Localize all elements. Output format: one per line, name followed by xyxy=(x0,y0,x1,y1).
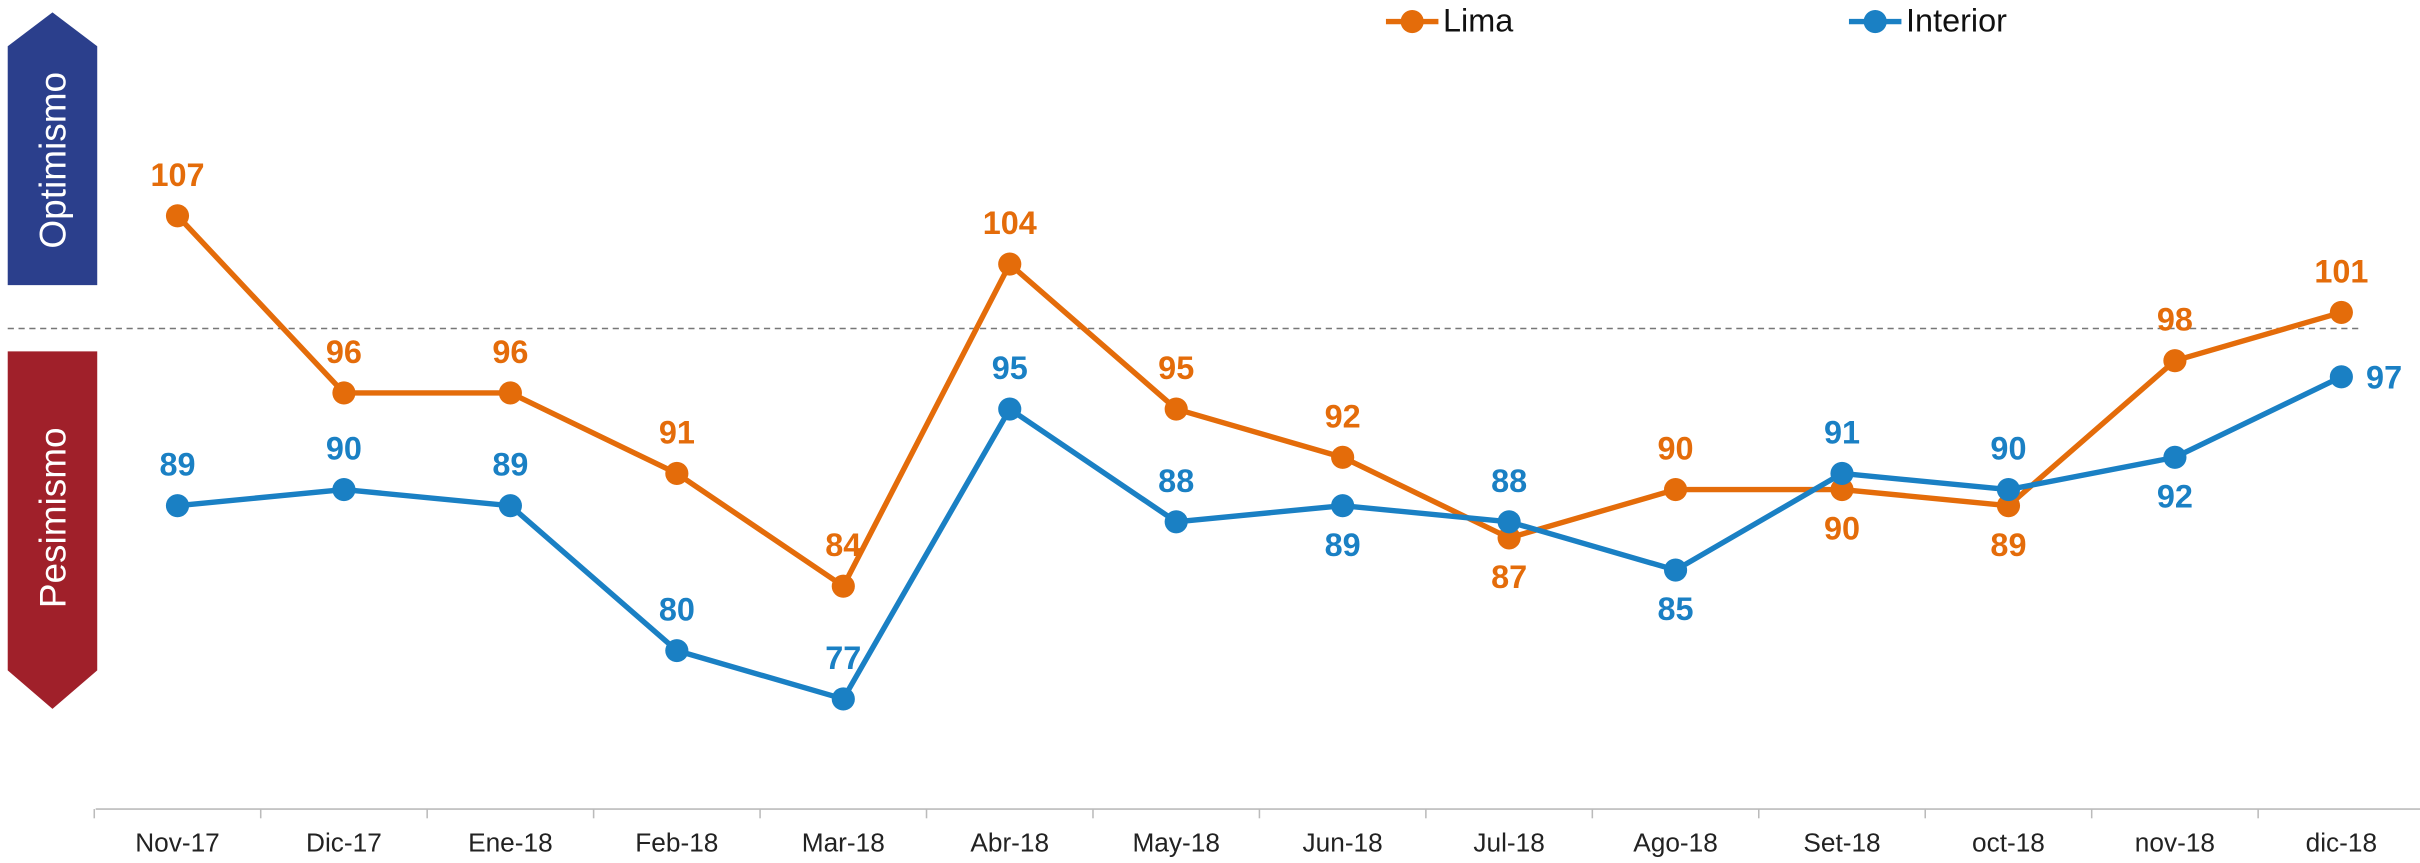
legend-marker xyxy=(1400,10,1424,34)
point xyxy=(1164,397,1188,421)
data-label: 89 xyxy=(159,447,195,483)
point xyxy=(1830,461,1854,486)
point xyxy=(1996,494,2021,518)
point xyxy=(498,494,522,518)
x-tick-label: oct-18 xyxy=(1972,827,2045,857)
point xyxy=(498,381,522,405)
data-label: 107 xyxy=(150,157,204,193)
pessimism-label: Pesimismo xyxy=(31,427,73,608)
point xyxy=(165,204,190,228)
legend-marker xyxy=(1863,10,1887,34)
data-label: 101 xyxy=(2314,253,2368,289)
x-tick-label: Nov-17 xyxy=(135,827,220,857)
data-label: 90 xyxy=(1824,511,1860,547)
data-label: 84 xyxy=(825,527,861,563)
x-tick-label: dic-18 xyxy=(2306,827,2377,857)
point xyxy=(1663,558,1688,582)
data-label: 88 xyxy=(1491,463,1527,499)
point xyxy=(332,381,356,405)
point xyxy=(2163,445,2187,469)
point xyxy=(332,478,356,502)
data-label: 89 xyxy=(492,447,528,483)
data-label: 87 xyxy=(1491,559,1527,595)
x-tick-label: Jun-18 xyxy=(1303,827,1383,857)
pessimism-banner xyxy=(7,351,98,709)
x-tick-label: nov-18 xyxy=(2135,827,2215,857)
data-label: 96 xyxy=(326,334,362,370)
legend-label: Lima xyxy=(1443,3,1513,39)
point xyxy=(165,494,190,518)
legend-label: Interior xyxy=(1906,3,2007,39)
x-tick-label: May-18 xyxy=(1132,827,1219,857)
point xyxy=(831,687,855,711)
x-tick-label: Ago-18 xyxy=(1633,827,1718,857)
point xyxy=(2329,365,2353,389)
data-label: 85 xyxy=(1658,591,1694,627)
data-label: 89 xyxy=(1325,527,1361,563)
data-label: 80 xyxy=(659,592,695,628)
point xyxy=(665,639,689,663)
data-label: 92 xyxy=(1325,398,1361,434)
data-label: 89 xyxy=(1990,527,2026,563)
point xyxy=(831,574,855,598)
data-label: 90 xyxy=(1990,431,2026,467)
line xyxy=(177,374,2343,702)
point xyxy=(1996,478,2021,502)
data-label: 96 xyxy=(492,334,528,370)
point xyxy=(2163,349,2187,373)
point xyxy=(2329,300,2353,324)
x-tick-label: Mar-18 xyxy=(802,827,885,857)
x-tick-label: Feb-18 xyxy=(635,827,718,857)
point xyxy=(1830,478,1854,502)
data-label: 95 xyxy=(1158,350,1194,386)
data-label: 97 xyxy=(2366,359,2402,395)
point xyxy=(1663,478,1688,502)
data-label: 104 xyxy=(983,205,1037,241)
data-label: 91 xyxy=(1824,414,1860,450)
data-label: 77 xyxy=(825,640,861,676)
optimism-banner xyxy=(7,12,98,286)
data-label: 88 xyxy=(1158,463,1194,499)
data-label: 91 xyxy=(659,414,695,450)
data-label: 90 xyxy=(326,431,362,467)
point xyxy=(998,252,1022,276)
point xyxy=(1497,510,1521,534)
point xyxy=(1164,510,1188,534)
point xyxy=(998,397,1022,421)
point xyxy=(1331,494,1355,518)
point xyxy=(1497,526,1521,550)
data-label: 92 xyxy=(2157,479,2193,515)
point xyxy=(665,461,689,486)
x-tick-label: Set-18 xyxy=(1803,827,1880,857)
x-tick-label: Dic-17 xyxy=(306,827,382,857)
point xyxy=(1331,445,1355,469)
x-tick-label: Abr-18 xyxy=(970,827,1049,857)
x-tick-label: Jul-18 xyxy=(1473,827,1544,857)
data-label: 95 xyxy=(992,350,1028,386)
optimism-label: Optimismo xyxy=(31,72,73,249)
line xyxy=(175,213,2343,589)
data-label: 98 xyxy=(2157,302,2193,338)
data-label: 90 xyxy=(1658,431,1694,467)
x-tick-label: Ene-18 xyxy=(468,827,553,857)
